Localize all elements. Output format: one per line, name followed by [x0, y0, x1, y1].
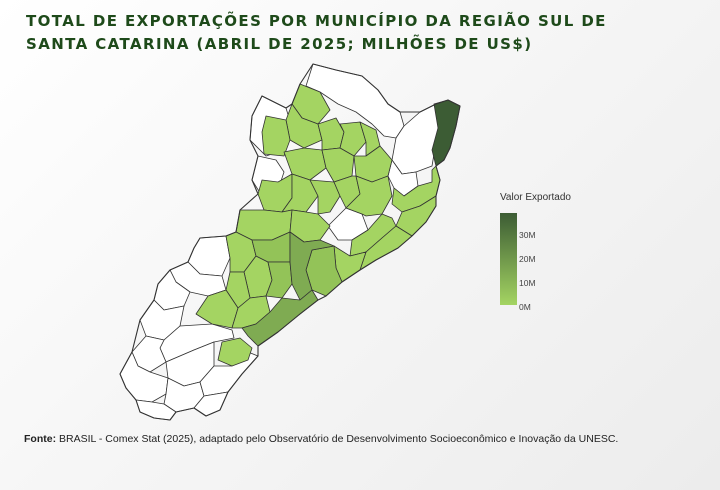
- region-outline: [119, 63, 461, 421]
- municipality-low-c8: [345, 175, 393, 217]
- municipality-low-s5: [217, 337, 253, 367]
- legend-colorbar-area: 30M 20M 10M 0M: [500, 207, 571, 312]
- municipality-mid-1: [289, 231, 335, 301]
- legend-tick-30m: 30M: [519, 230, 536, 240]
- source-label: Fonte:: [24, 433, 57, 445]
- municipality-low-n3: [261, 115, 291, 157]
- legend-tick-0m: 0M: [519, 302, 531, 312]
- municipality-low-n4: [317, 117, 345, 151]
- legend-tick-20m: 20M: [519, 254, 536, 264]
- legend: Valor Exportado 30M 20M 10M 0M: [500, 192, 571, 312]
- source-text: BRASIL - Comex Stat (2025), adaptado pel…: [59, 433, 619, 445]
- map-title: TOTAL DE EXPORTAÇÕES POR MUNICÍPIO DA RE…: [26, 12, 607, 53]
- source-note: Fonte: BRASIL - Comex Stat (2025), adapt…: [24, 432, 694, 447]
- legend-tick-10m: 10M: [519, 278, 536, 288]
- legend-title: Valor Exportado: [500, 192, 571, 203]
- legend-colorbar: [500, 213, 517, 305]
